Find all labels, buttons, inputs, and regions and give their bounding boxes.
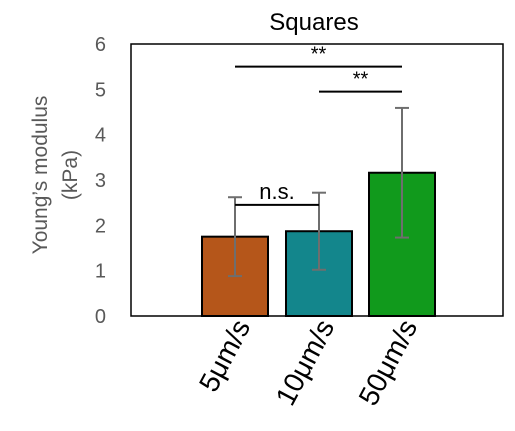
- significance-label-1: n.s.: [259, 179, 294, 204]
- y-axis-ticks: 0 1 2 3 4 5 6: [95, 34, 106, 328]
- y-tick-label: 1: [95, 261, 106, 283]
- x-axis-tick-labels: 5μm/s 10μm/s 50μm/s: [193, 314, 423, 410]
- y-axis-label-line-2: (kPa): [59, 150, 82, 200]
- x-tick-label: 5μm/s: [193, 314, 256, 396]
- y-tick-label: 3: [95, 170, 106, 192]
- y-tick-label: 4: [95, 125, 106, 147]
- x-tick-label: 10μm/s: [270, 314, 341, 410]
- y-tick-label: 0: [95, 306, 106, 328]
- y-tick-label: 5: [95, 79, 106, 101]
- y-axis-label: Young’s modulus (kPa): [29, 96, 82, 255]
- significance-label-2: **: [353, 69, 369, 91]
- x-tick-label: 50μm/s: [353, 314, 424, 410]
- significance-brackets: n.s. ** **: [235, 44, 402, 206]
- y-axis-label-line-1: Young’s modulus: [29, 96, 52, 255]
- chart-title: Squares: [269, 9, 358, 36]
- y-tick-label: 2: [95, 215, 106, 237]
- significance-label-3: **: [311, 44, 327, 66]
- y-tick-label: 6: [95, 34, 106, 56]
